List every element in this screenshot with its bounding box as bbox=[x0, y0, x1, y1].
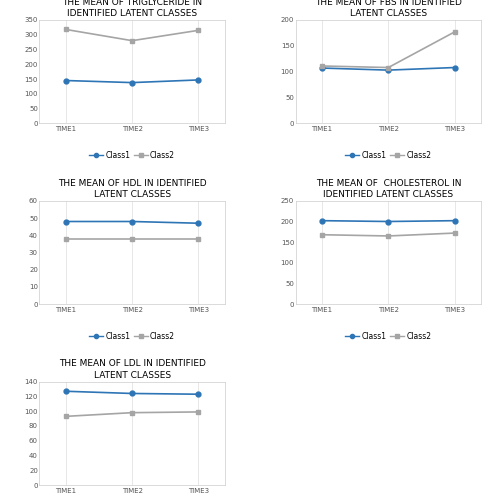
Legend: Class1, Class2: Class1, Class2 bbox=[342, 328, 435, 344]
Title: THE MEAN OF  CHOLESTEROL IN
IDENTIFIED LATENT CLASSES: THE MEAN OF CHOLESTEROL IN IDENTIFIED LA… bbox=[316, 178, 461, 199]
Legend: Class1, Class2: Class1, Class2 bbox=[86, 328, 178, 344]
Legend: Class1, Class2: Class1, Class2 bbox=[342, 148, 435, 163]
Title: THE MEAN OF FBS IN IDENTIFIED
LATENT CLASSES: THE MEAN OF FBS IN IDENTIFIED LATENT CLA… bbox=[315, 0, 462, 18]
Title: THE MEAN OF HDL IN IDENTIFIED
LATENT CLASSES: THE MEAN OF HDL IN IDENTIFIED LATENT CLA… bbox=[58, 178, 206, 199]
Legend: Class1, Class2: Class1, Class2 bbox=[86, 148, 178, 163]
Title: THE MEAN OF TRIGLYCERIDE IN
IDENTIFIED LATENT CLASSES: THE MEAN OF TRIGLYCERIDE IN IDENTIFIED L… bbox=[62, 0, 202, 18]
Title: THE MEAN OF LDL IN IDENTIFIED
LATENT CLASSES: THE MEAN OF LDL IN IDENTIFIED LATENT CLA… bbox=[59, 360, 206, 380]
